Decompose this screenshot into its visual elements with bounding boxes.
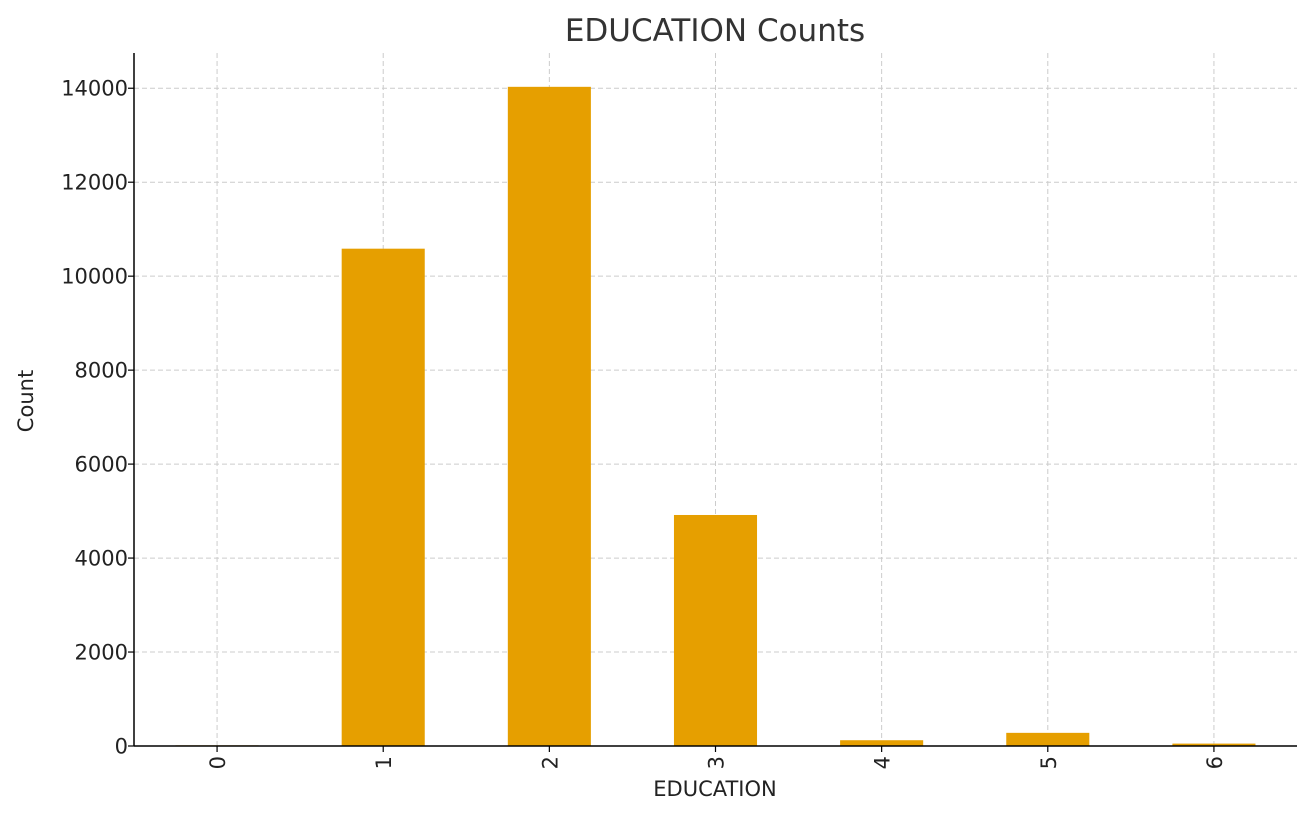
x-tick-label: 5 <box>1037 756 1061 769</box>
bar-1 <box>341 248 425 747</box>
y-tick-label: 6000 <box>75 453 128 477</box>
grid <box>134 53 1297 747</box>
x-tick-label: 4 <box>871 756 895 769</box>
bar-2 <box>507 86 591 746</box>
bar-6 <box>1172 743 1256 746</box>
x-tick-label: 2 <box>538 756 562 769</box>
bar-5 <box>1006 732 1090 746</box>
y-axis-label: Count <box>14 370 38 432</box>
y-tick-label: 12000 <box>61 171 128 195</box>
y-tick-label: 0 <box>115 735 128 759</box>
x-tick-label: 0 <box>206 756 230 769</box>
y-tick-label: 8000 <box>75 359 128 383</box>
x-tick-label: 3 <box>705 756 729 769</box>
x-tick-label: 1 <box>372 756 396 769</box>
x-axis-label: EDUCATION <box>653 777 776 801</box>
chart-title: EDUCATION Counts <box>565 13 865 49</box>
bar-4 <box>840 740 924 746</box>
y-ticks: 0 2000 4000 6000 8000 10000 12000 14000 <box>61 77 134 759</box>
x-ticks: 0 1 2 3 4 5 6 <box>206 746 1227 769</box>
y-tick-label: 10000 <box>61 265 128 289</box>
y-tick-label: 2000 <box>75 641 128 665</box>
y-tick-label: 14000 <box>61 77 128 101</box>
y-tick-label: 4000 <box>75 547 128 571</box>
bar-3 <box>673 514 758 746</box>
bars <box>175 86 1256 747</box>
x-tick-label: 6 <box>1203 756 1227 769</box>
